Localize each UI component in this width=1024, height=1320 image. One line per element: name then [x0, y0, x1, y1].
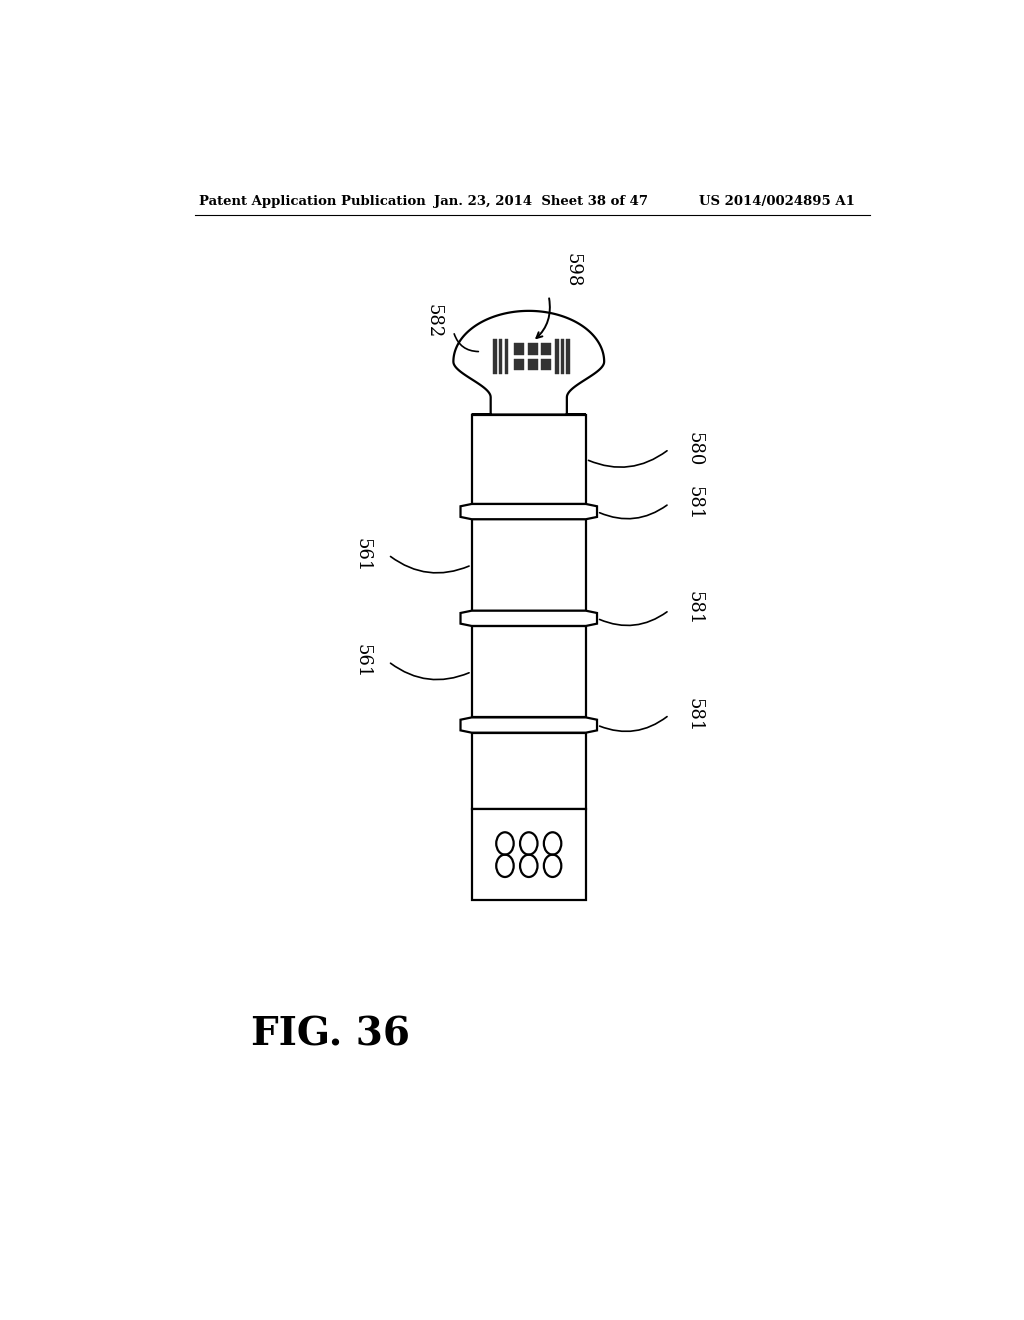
- Polygon shape: [461, 504, 597, 519]
- Text: Patent Application Publication: Patent Application Publication: [200, 195, 426, 209]
- Text: Jan. 23, 2014  Sheet 38 of 47: Jan. 23, 2014 Sheet 38 of 47: [433, 195, 647, 209]
- Polygon shape: [461, 718, 597, 733]
- Text: 581: 581: [686, 591, 703, 626]
- Polygon shape: [461, 611, 597, 626]
- Bar: [566, 339, 569, 374]
- Text: 581: 581: [686, 698, 703, 733]
- Text: 561: 561: [354, 537, 372, 572]
- Bar: [494, 339, 497, 374]
- Bar: [555, 339, 558, 374]
- Polygon shape: [472, 519, 586, 611]
- Text: US 2014/0024895 A1: US 2014/0024895 A1: [699, 195, 855, 209]
- Text: FIG. 36: FIG. 36: [251, 1015, 410, 1053]
- Polygon shape: [472, 733, 586, 809]
- Polygon shape: [472, 809, 586, 900]
- Bar: [561, 339, 564, 374]
- Bar: [527, 359, 538, 370]
- Text: 581: 581: [686, 486, 703, 520]
- Text: 598: 598: [563, 253, 582, 288]
- Text: 582: 582: [425, 304, 442, 338]
- Bar: [514, 359, 524, 370]
- Polygon shape: [472, 414, 586, 504]
- Polygon shape: [454, 312, 604, 414]
- Bar: [541, 343, 551, 355]
- Bar: [514, 343, 524, 355]
- Bar: [527, 343, 538, 355]
- Polygon shape: [472, 626, 586, 718]
- Bar: [505, 339, 508, 374]
- Bar: [541, 359, 551, 370]
- Bar: [499, 339, 502, 374]
- Text: 561: 561: [354, 644, 372, 678]
- Text: 580: 580: [686, 432, 703, 466]
